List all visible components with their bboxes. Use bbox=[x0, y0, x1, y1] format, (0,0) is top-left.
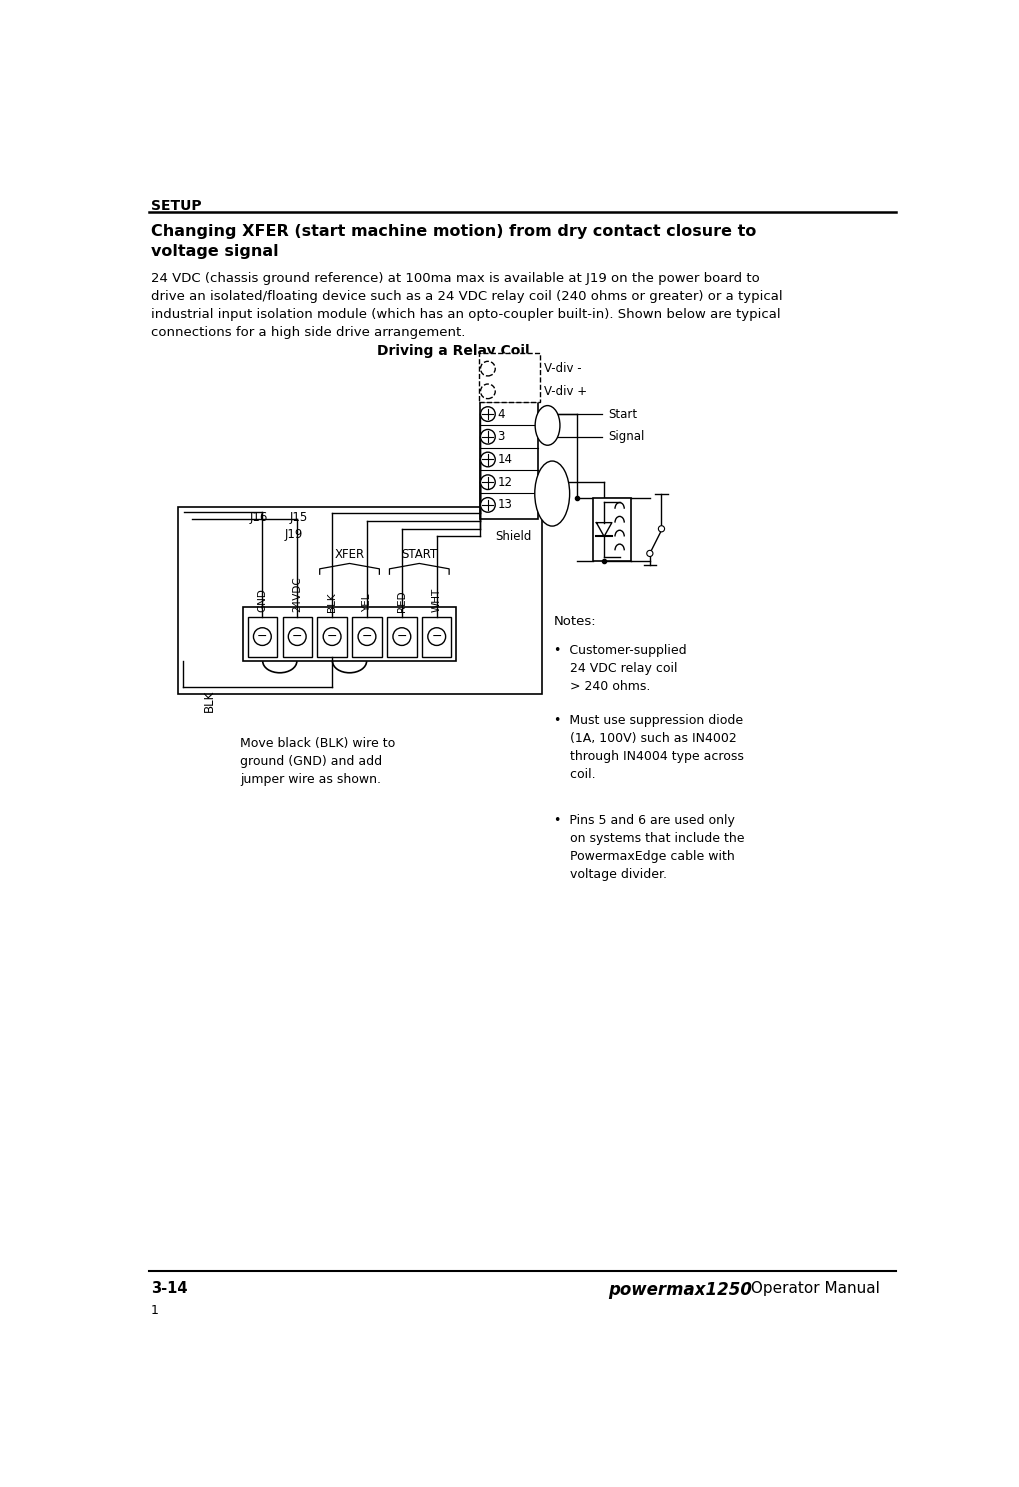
Circle shape bbox=[358, 628, 376, 645]
Text: START: START bbox=[400, 549, 437, 561]
Text: 5: 5 bbox=[496, 363, 504, 375]
Text: Operator Manual: Operator Manual bbox=[745, 1282, 879, 1297]
Text: J15: J15 bbox=[289, 512, 308, 525]
Text: 1: 1 bbox=[151, 1304, 159, 1317]
Bar bbox=[478, 354, 539, 401]
Text: 13: 13 bbox=[496, 498, 512, 512]
Text: •  Pins 5 and 6 are used only
    on systems that include the
    PowermaxEdge c: • Pins 5 and 6 are used only on systems … bbox=[553, 813, 744, 880]
Bar bbox=[243, 607, 455, 662]
Text: 12: 12 bbox=[496, 476, 512, 489]
Text: J16: J16 bbox=[250, 512, 268, 525]
Text: 6: 6 bbox=[496, 385, 504, 399]
Text: WHT: WHT bbox=[431, 587, 441, 613]
Circle shape bbox=[646, 550, 652, 556]
Circle shape bbox=[323, 628, 340, 645]
Text: −: − bbox=[362, 630, 372, 642]
Ellipse shape bbox=[535, 406, 559, 445]
Text: V-div +: V-div + bbox=[544, 385, 587, 399]
Text: Move black (BLK) wire to
ground (GND) and add
jumper wire as shown.: Move black (BLK) wire to ground (GND) an… bbox=[239, 736, 394, 785]
Text: Start: Start bbox=[607, 407, 637, 421]
Bar bbox=[592, 498, 631, 561]
Text: Shield: Shield bbox=[494, 529, 531, 543]
Bar bbox=[422, 617, 451, 657]
Text: Notes:: Notes: bbox=[553, 616, 596, 628]
Text: powermax1250: powermax1250 bbox=[607, 1282, 751, 1300]
Text: BLK: BLK bbox=[202, 690, 215, 712]
Text: −: − bbox=[326, 630, 337, 642]
Text: 4: 4 bbox=[496, 407, 504, 421]
Text: 24VDC: 24VDC bbox=[291, 575, 302, 613]
Text: GND: GND bbox=[257, 587, 267, 613]
Text: 14: 14 bbox=[496, 454, 512, 465]
Text: Signal: Signal bbox=[607, 430, 644, 443]
Text: 3: 3 bbox=[496, 430, 504, 443]
Bar bbox=[387, 617, 416, 657]
Bar bbox=[480, 400, 538, 519]
Text: BLK: BLK bbox=[327, 592, 336, 613]
Circle shape bbox=[480, 474, 495, 489]
Circle shape bbox=[253, 628, 271, 645]
Text: RED: RED bbox=[396, 590, 407, 613]
Text: 3-14: 3-14 bbox=[151, 1282, 187, 1297]
Bar bbox=[248, 617, 277, 657]
Text: •  Customer-supplied
    24 VDC relay coil
    > 240 ohms.: • Customer-supplied 24 VDC relay coil > … bbox=[553, 644, 686, 693]
Text: −: − bbox=[431, 630, 441, 642]
Text: J19: J19 bbox=[284, 528, 303, 541]
Circle shape bbox=[480, 361, 495, 376]
Circle shape bbox=[288, 628, 306, 645]
Bar bbox=[282, 617, 312, 657]
Bar bbox=[177, 507, 541, 693]
Circle shape bbox=[427, 628, 445, 645]
Text: SETUP: SETUP bbox=[151, 199, 201, 213]
Bar bbox=[317, 617, 346, 657]
Text: −: − bbox=[396, 630, 407, 642]
Circle shape bbox=[480, 407, 495, 421]
Text: V-div -: V-div - bbox=[544, 363, 582, 375]
Ellipse shape bbox=[534, 461, 569, 526]
Circle shape bbox=[480, 430, 495, 445]
Text: −: − bbox=[291, 630, 303, 642]
Circle shape bbox=[480, 498, 495, 512]
Circle shape bbox=[657, 526, 664, 532]
Text: −: − bbox=[257, 630, 267, 642]
Circle shape bbox=[392, 628, 411, 645]
Circle shape bbox=[480, 452, 495, 467]
Text: 24 VDC (chassis ground reference) at 100ma max is available at J19 on the power : 24 VDC (chassis ground reference) at 100… bbox=[151, 272, 782, 339]
Text: •  Must use suppression diode
    (1A, 100V) such as IN4002
    through IN4004 t: • Must use suppression diode (1A, 100V) … bbox=[553, 714, 743, 781]
Text: Driving a Relay Coil: Driving a Relay Coil bbox=[376, 343, 529, 358]
Circle shape bbox=[480, 384, 495, 399]
Bar bbox=[352, 617, 381, 657]
Text: XFER: XFER bbox=[334, 549, 364, 561]
Text: Changing XFER (start machine motion) from dry contact closure to
voltage signal: Changing XFER (start machine motion) fro… bbox=[151, 225, 755, 259]
Text: YEL: YEL bbox=[362, 593, 372, 613]
